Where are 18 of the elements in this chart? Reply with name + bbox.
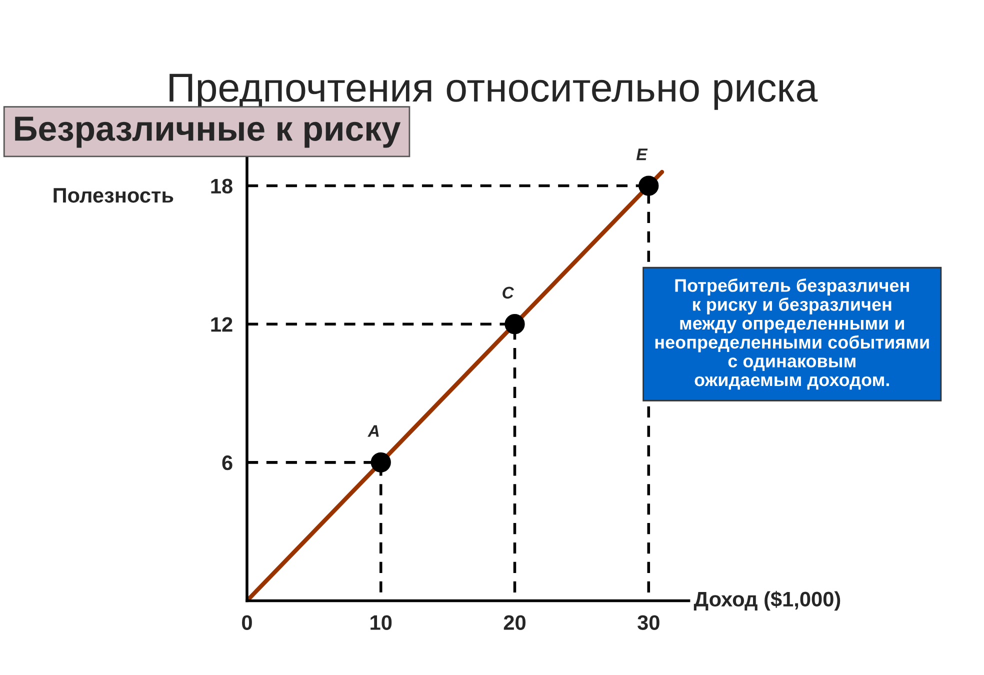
point bbox=[370, 452, 391, 472]
annotation: E bbox=[636, 148, 648, 160]
y-tick-label: 12 bbox=[211, 317, 232, 332]
y-tick-label: 6 bbox=[222, 455, 232, 470]
x-tick-label: 20 bbox=[504, 615, 526, 630]
point bbox=[638, 176, 659, 196]
y-axis-title: Полезность bbox=[54, 188, 174, 203]
x-tick-label: 30 bbox=[638, 615, 660, 630]
chart-title: Предпочтения относительно риска bbox=[170, 74, 818, 110]
annotation: Потребитель безразличен к риску и безразличен между определенными и неопределенными событиями с одинаковым ожидаемым доходом. bbox=[655, 278, 929, 390]
x-axis-title: Доход ($1,000) bbox=[694, 590, 840, 611]
y-tick-label: 18 bbox=[211, 178, 232, 194]
annotation: C bbox=[502, 286, 514, 299]
chart-subtitle: Безразличные к риску bbox=[15, 116, 401, 148]
x-tick-label: 10 bbox=[370, 615, 392, 630]
point bbox=[504, 314, 525, 334]
annotation: A bbox=[368, 425, 379, 437]
x-tick-label: 0 bbox=[242, 615, 252, 630]
